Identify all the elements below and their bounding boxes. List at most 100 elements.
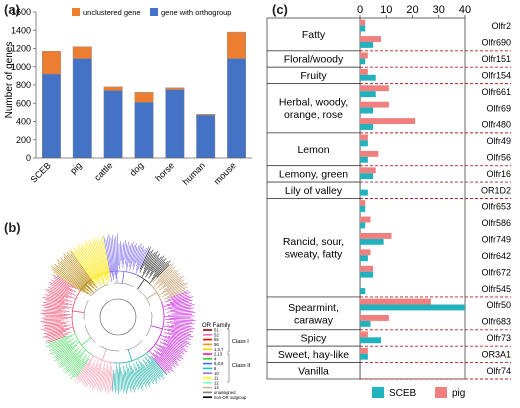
bar-dog-orthogroup: [134, 102, 154, 159]
bar-pig-olfr586: [360, 216, 371, 223]
tree-leaf: [147, 358, 161, 378]
y-tick-label: 1600: [11, 7, 31, 17]
class-ii-label: Class II: [232, 363, 251, 369]
tree-leaf: [161, 349, 177, 361]
tree-leaf: [153, 269, 174, 288]
odor-group-label: Lemony, green: [279, 169, 348, 181]
tree-leaf: [169, 296, 193, 304]
tree-leaf: [166, 282, 185, 293]
tree-leaf: [154, 258, 167, 273]
tree-leaf: [48, 333, 76, 345]
tree-leaf: [115, 364, 117, 393]
bar-sceb-olfr642: [360, 255, 368, 262]
tree-leaf: [60, 260, 90, 289]
tree-leaf: [119, 363, 121, 392]
tree-leaf: [69, 359, 81, 373]
tree-leaf: [70, 248, 95, 284]
tree-leaf: [157, 351, 176, 368]
tree-leaf: [104, 370, 110, 393]
clade-arc: [71, 290, 81, 333]
tree-leaf: [169, 307, 194, 312]
legend-label-family: 10: [214, 371, 219, 376]
tree-leaf: [52, 340, 78, 355]
legend-label-family: 1,3,7: [214, 347, 224, 352]
bar-pig-or3a1: [360, 347, 368, 354]
odor-group-box: [266, 83, 361, 134]
tree-leaf: [45, 333, 69, 342]
tree-leaf: [123, 365, 127, 394]
tree-leaf: [169, 318, 194, 320]
tree-leaf: [91, 360, 103, 387]
tree-leaf: [174, 324, 193, 328]
tree-leaf: [141, 250, 158, 277]
tree-leaf: [55, 343, 75, 355]
tree-leaf: [105, 239, 112, 274]
tree-leaf: [82, 359, 96, 385]
x-tick-label: horse: [153, 160, 176, 183]
clade-stem: [81, 337, 92, 346]
bar-pig-olfr749: [360, 232, 392, 239]
tree-leaf: [42, 296, 73, 306]
tree-leaf: [49, 343, 70, 355]
clade-stem: [101, 348, 107, 361]
y-axis-label: Number of genes: [4, 42, 15, 119]
bar-sceb-olfr49: [360, 140, 368, 147]
tree-leaf: [163, 289, 189, 300]
tree-root-arc: [99, 298, 137, 336]
tree-leaf: [170, 324, 195, 330]
tree-leaf: [162, 345, 184, 360]
clade-arc: [150, 284, 162, 302]
tree-leaf: [142, 252, 156, 274]
tree-leaf: [124, 243, 128, 260]
phylogenetic-tree-chart: OR Family 515255561,3,72,1345,8,96101112…: [40, 233, 251, 400]
tree-leaf: [146, 353, 164, 377]
tree-leaf: [55, 342, 80, 359]
legend-label-family: 14: [214, 385, 219, 390]
clade-arc: [147, 301, 165, 353]
tree-leaf: [139, 246, 150, 267]
tree-leaf: [159, 341, 181, 355]
tree-leaf: [159, 263, 175, 278]
tree-leaf: [60, 257, 93, 291]
tree-leaf: [86, 360, 99, 386]
odor-group-box: [266, 17, 361, 52]
clade-stem: [146, 291, 158, 300]
tree-leaf: [48, 331, 72, 340]
tree-leaf: [42, 321, 61, 324]
x-tick-label: 0: [357, 4, 363, 16]
tree-leaf: [160, 352, 175, 365]
tree-leaf: [46, 327, 65, 332]
tree-leaf: [137, 359, 151, 385]
tree-leaf: [129, 243, 137, 271]
tree-leaf: [149, 356, 164, 374]
legend-label-sceb: SCEB: [389, 388, 417, 399]
tree-leaf: [164, 304, 195, 310]
odor-group-label: Fatty: [302, 29, 326, 41]
tree-leaf: [45, 308, 70, 312]
bar-sceb-olfr56: [360, 156, 368, 163]
tree-leaf: [140, 367, 151, 388]
tree-leaf: [171, 335, 189, 343]
tree-leaf: [70, 361, 85, 379]
tree-leaf: [149, 260, 171, 283]
tree-leaf: [171, 328, 190, 333]
tree-leaf: [56, 275, 77, 290]
gene-label: Olfr151: [481, 54, 511, 64]
tree-leaf: [166, 275, 184, 288]
tree-leaf: [75, 362, 88, 381]
tree-leaf: [60, 349, 78, 365]
tree-leaf: [150, 361, 165, 380]
tree-leaf: [99, 367, 106, 389]
bar-sceb-olfr690: [360, 41, 374, 48]
tree-leaf: [126, 364, 132, 392]
bar-mouse-orthogroup: [227, 58, 247, 159]
tree-leaf: [48, 293, 72, 302]
tree-leaf: [155, 343, 181, 362]
tree-leaf: [80, 246, 99, 279]
tree-leaf: [70, 250, 98, 289]
tree-leaf: [55, 279, 77, 293]
tree-leaf: [133, 363, 143, 391]
tree-leaf: [43, 330, 67, 338]
tree-inner-arc: [83, 282, 153, 352]
odor-group-label: Floral/woody: [284, 54, 344, 66]
